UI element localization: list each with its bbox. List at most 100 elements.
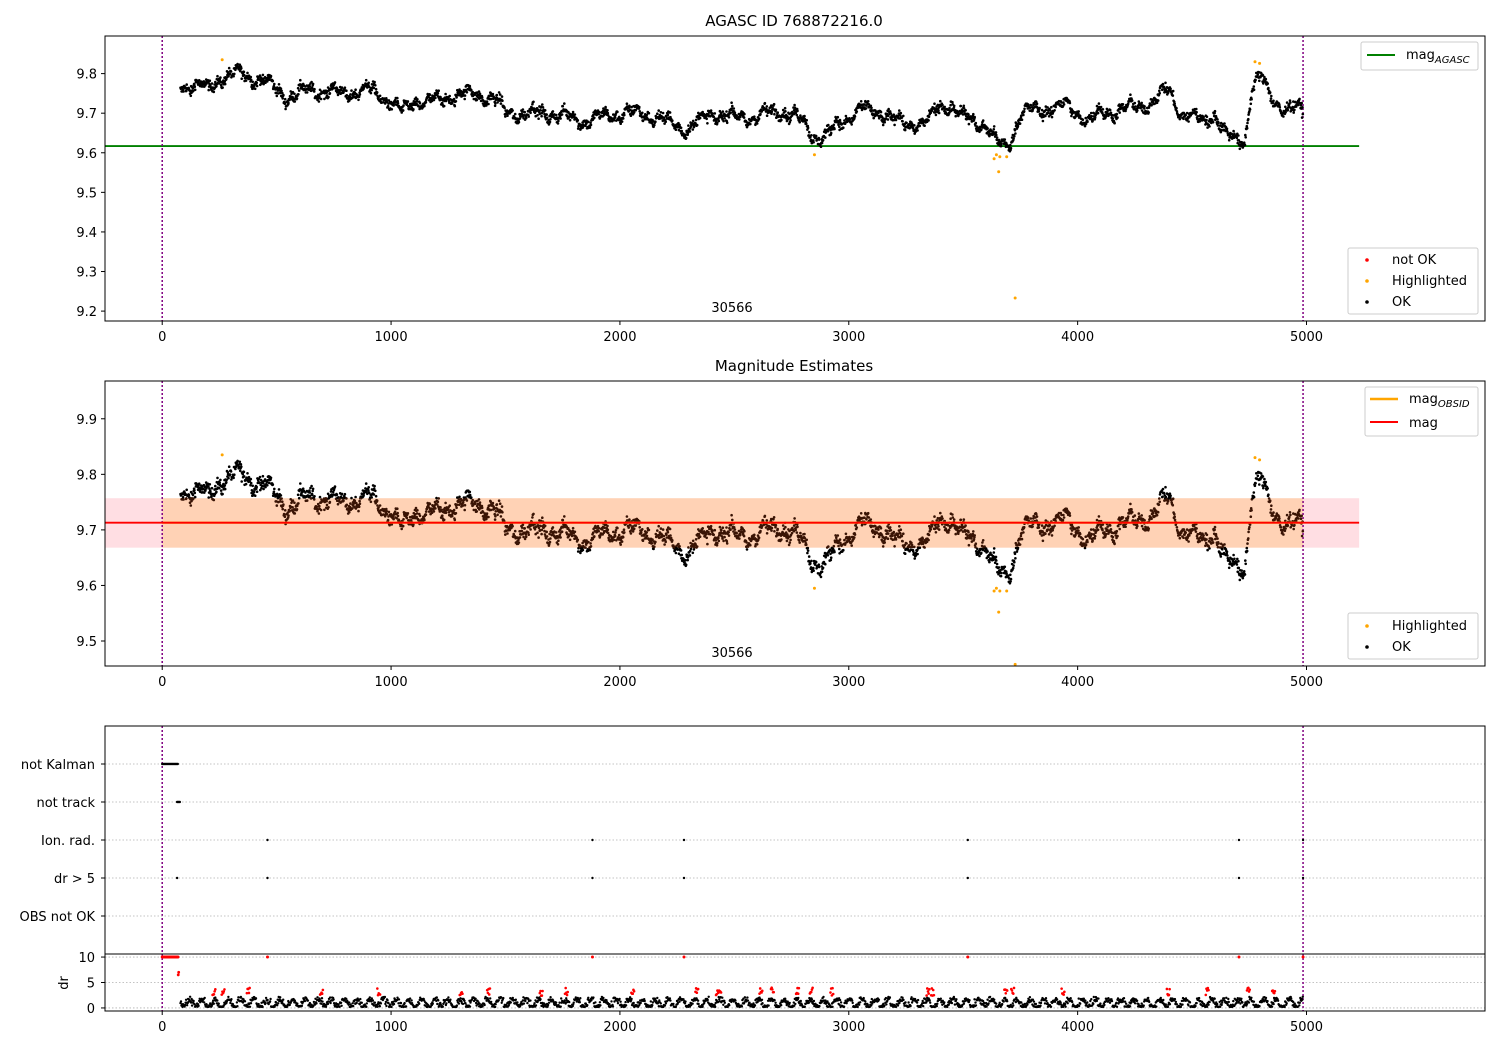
ok-point (884, 117, 888, 120)
ok-point (889, 112, 893, 115)
ok-point (1238, 147, 1242, 151)
ok-point (967, 122, 971, 126)
ok-point (959, 104, 963, 108)
ok-point (541, 103, 544, 106)
ok-point (721, 537, 724, 540)
ok-point (745, 120, 748, 124)
ok-point (838, 125, 841, 129)
ok-point (240, 480, 243, 483)
ok-point (974, 121, 978, 125)
ok-point (954, 114, 957, 118)
ok-point (793, 517, 796, 520)
ok-point (848, 118, 852, 121)
ok-point (587, 540, 590, 544)
highlighted-point (1258, 61, 1262, 65)
ok-point (1062, 103, 1066, 106)
ok-point (442, 104, 446, 108)
ok-point (654, 540, 657, 544)
ok-point (921, 118, 924, 121)
ok-point (232, 476, 235, 480)
ok-point (531, 516, 534, 519)
ok-point (517, 120, 521, 124)
ok-point (1270, 94, 1273, 98)
ok-point (551, 526, 555, 529)
ok-point (333, 485, 337, 488)
ok-point (765, 532, 769, 535)
ok-point (295, 97, 299, 100)
ok-point (336, 93, 340, 97)
ok-point (533, 107, 536, 111)
ok-point (821, 138, 825, 142)
ok-point (697, 532, 701, 536)
ok-point (826, 130, 830, 133)
agasc-ok-points (179, 62, 1305, 153)
ok-point (387, 99, 391, 102)
ok-point (730, 513, 733, 517)
ok-point (393, 512, 397, 516)
ok-point (493, 518, 497, 521)
ok-point (1077, 110, 1080, 113)
ok-point (494, 515, 497, 518)
ok-point (548, 540, 552, 544)
ok-point (765, 105, 769, 108)
ok-point (1250, 97, 1253, 101)
ok-point (227, 465, 231, 469)
ok-point (354, 88, 357, 91)
ok-point (1298, 97, 1301, 101)
ok-point (589, 542, 592, 545)
ok-point (863, 516, 866, 519)
ok-point (674, 551, 678, 555)
ok-point (446, 508, 450, 511)
highlighted-point (994, 153, 998, 157)
ok-point (629, 524, 632, 527)
ok-point (1133, 101, 1137, 105)
ok-point (1300, 116, 1304, 119)
ok-point (794, 528, 797, 532)
ok-point (853, 117, 856, 120)
ok-point (716, 121, 719, 124)
ok-point (1046, 106, 1049, 109)
ok-point (430, 511, 434, 514)
ok-point (1208, 125, 1211, 128)
ok-point (470, 496, 473, 499)
ok-point (223, 82, 227, 86)
ok-point (1173, 102, 1176, 106)
ok-point (311, 487, 315, 491)
ok-point (727, 531, 730, 534)
ok-point (489, 97, 493, 101)
ok-point (239, 463, 243, 466)
ok-point (1268, 91, 1272, 94)
ok-point (460, 499, 464, 502)
ok-point (189, 94, 193, 98)
ok-point (393, 510, 397, 513)
ok-point (742, 116, 746, 119)
ok-point (432, 510, 436, 513)
ok-point (240, 66, 243, 70)
ok-point (567, 527, 570, 530)
ok-point (554, 113, 558, 117)
ok-point (844, 532, 848, 536)
ok-point (1041, 119, 1045, 123)
ok-point (725, 110, 728, 113)
ok-point (842, 548, 845, 552)
ok-point (616, 110, 619, 114)
ok-point (468, 490, 472, 494)
ok-point (228, 473, 232, 476)
ok-point (506, 532, 509, 535)
ok-point (557, 539, 560, 542)
ok-point (273, 82, 276, 86)
ok-point (1282, 115, 1285, 118)
ok-point (504, 115, 507, 118)
ok-point (373, 80, 376, 84)
ok-point (251, 484, 254, 488)
ok-point (763, 514, 767, 518)
ok-point (867, 103, 871, 106)
ok-point (372, 86, 376, 90)
ok-point (367, 81, 371, 85)
ok-point (454, 511, 458, 515)
ok-point (576, 550, 580, 553)
ok-point (651, 538, 654, 541)
ok-point (1038, 106, 1041, 110)
ok-point (1205, 118, 1208, 122)
ok-point (296, 86, 300, 90)
